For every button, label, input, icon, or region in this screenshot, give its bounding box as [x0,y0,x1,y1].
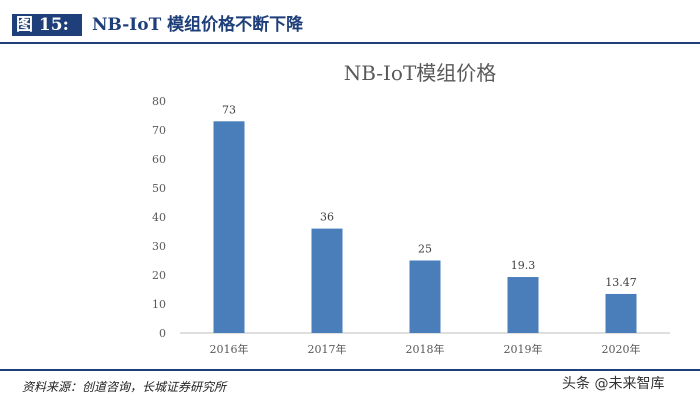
data-label: 19.3 [511,259,536,272]
axes: 0 10 20 30 40 50 60 70 80 2016年 2017年 2018年 2019年 202… [152,95,670,356]
watermark: 头条 @未来智库 [562,376,665,392]
y-tick-label: 20 [152,269,166,282]
y-tick-label: 40 [152,211,166,224]
x-tick-label: 2017年 [308,342,347,356]
figure-label: 图 15: [12,14,82,36]
x-tick-label: 2018年 [406,342,445,356]
bar-2020年 [605,293,637,333]
bar-2018年 [409,260,441,333]
x-tick-label: 2020年 [602,342,641,356]
figure-header: 图 15: NB-IoT 模组价格不断下降 [0,0,700,44]
chart-title: NB-IoT模组价格 [344,61,497,85]
bar-2017年 [311,228,343,333]
x-tick-label: 2016年 [210,342,249,356]
y-tick-label: 70 [152,124,166,137]
data-label: 36 [320,211,334,224]
y-tick-label: 60 [152,153,166,166]
source-note: 资料来源：创道咨询，长城证券研究所 [22,380,227,394]
bar-2016年 [213,121,245,333]
y-tick-label: 80 [152,95,166,108]
y-tick-label: 50 [152,182,166,195]
data-label: 25 [418,243,432,256]
data-label: 13.47 [605,276,637,289]
bar-chart: NB-IoT模组价格 0 10 20 30 40 50 60 70 80 2016年 2017年 20… [152,61,670,356]
data-label: 73 [222,103,236,116]
y-tick-label: 0 [159,327,166,340]
footer-rule [0,369,700,371]
bar-2019年 [507,277,539,333]
y-tick-label: 30 [152,240,166,253]
bars: 73 36 25 19.3 13.47 [213,103,637,333]
figure-title: NB-IoT 模组价格不断下降 [92,15,304,35]
y-tick-label: 10 [152,298,166,311]
x-tick-label: 2019年 [504,342,543,356]
